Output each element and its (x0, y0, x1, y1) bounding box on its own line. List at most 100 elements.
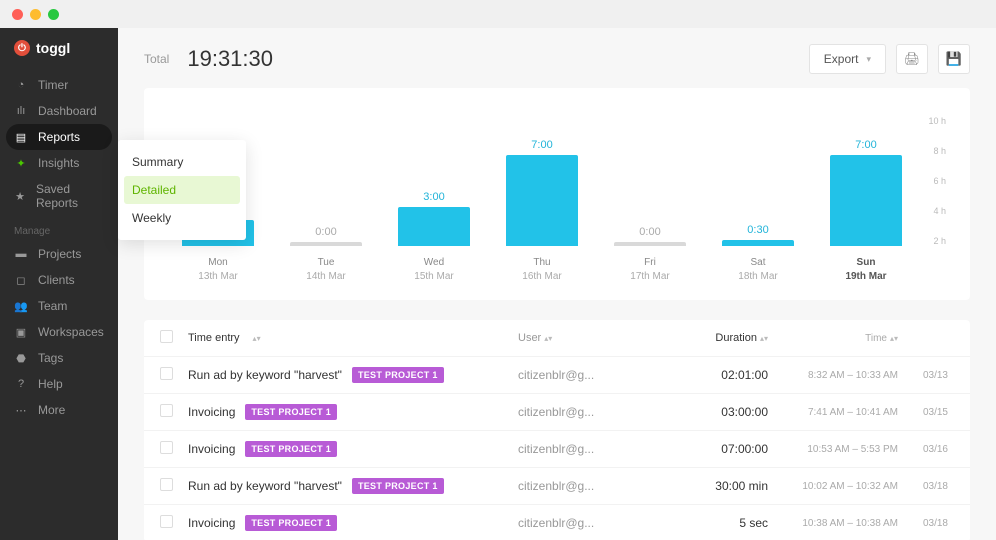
print-button[interactable]: 🖨 (896, 44, 928, 74)
bar-tue[interactable]: 0:00 (272, 116, 380, 246)
duration-cell: 30:00 min (648, 479, 768, 493)
sidebar-item-dashboard[interactable]: ılıDashboard (0, 98, 118, 124)
bar-wed[interactable]: 3:00 (380, 116, 488, 246)
x-axis-labels: Mon13th MarTue14th MarWed15th MarThu16th… (164, 256, 950, 284)
col-time[interactable]: Time▴▾ (768, 333, 898, 344)
submenu-item-detailed[interactable]: Detailed (124, 176, 240, 204)
minimize-dot[interactable] (30, 9, 41, 20)
row-checkbox[interactable] (160, 404, 173, 417)
sort-icon: ▴▾ (253, 334, 261, 343)
project-badge[interactable]: TEST PROJECT 1 (245, 515, 337, 531)
bar-rect (830, 155, 902, 246)
sidebar-item-label: Help (38, 377, 63, 391)
sidebar-item-team[interactable]: 👥 Team (0, 293, 118, 319)
sidebar-item-saved-reports[interactable]: ★Saved Reports (0, 176, 118, 216)
select-all-checkbox[interactable] (160, 330, 173, 343)
sidebar-item-timer[interactable]: ◔Timer (0, 72, 118, 98)
bar-sat[interactable]: 0:30 (704, 116, 812, 246)
col-duration[interactable]: Duration▴▾ (648, 332, 768, 344)
sidebar-item-projects[interactable]: ▬Projects (0, 241, 118, 267)
sidebar-item-label: Team (38, 299, 67, 313)
table-row[interactable]: InvoicingTEST PROJECT 1citizenblr@g...07… (144, 431, 970, 468)
date-cell: 03/18 (898, 481, 948, 492)
project-badge[interactable]: TEST PROJECT 1 (245, 404, 337, 420)
x-label-thu: Thu16th Mar (488, 256, 596, 284)
export-button[interactable]: Export ▾ (809, 44, 886, 74)
sidebar-item-label: Projects (38, 247, 81, 261)
sidebar-item-label: Insights (38, 156, 79, 170)
sidebar: ⏻ toggl ◔TimerılıDashboard▤Reports✦Insig… (0, 28, 118, 540)
row-checkbox[interactable] (160, 478, 173, 491)
row-checkbox[interactable] (160, 441, 173, 454)
submenu-item-summary[interactable]: Summary (118, 148, 246, 176)
maximize-dot[interactable] (48, 9, 59, 20)
sidebar-item-reports[interactable]: ▤Reports (6, 124, 112, 150)
brand-name: toggl (36, 40, 70, 56)
submenu-item-weekly[interactable]: Weekly (118, 204, 246, 232)
workspaces-icon: ▣ (14, 326, 28, 339)
bar-value-label: 7:00 (855, 139, 876, 151)
save-button[interactable]: 💾 (938, 44, 970, 74)
date-cell: 03/15 (898, 407, 948, 418)
sidebar-item-clients[interactable]: ◻Clients (0, 267, 118, 293)
bar-rect (290, 242, 362, 246)
x-label-sat: Sat18th Mar (704, 256, 812, 284)
x-label-mon: Mon13th Mar (164, 256, 272, 284)
table-row[interactable]: Run ad by keyword "harvest"TEST PROJECT … (144, 357, 970, 394)
col-user[interactable]: User▴▾ (518, 332, 648, 344)
sidebar-item-workspaces[interactable]: ▣Workspaces (0, 319, 118, 345)
bar-value-label: 3:00 (423, 191, 444, 203)
bar-container: 2:010:003:007:000:000:307:00 (164, 116, 950, 246)
sidebar-item-label: Clients (38, 273, 75, 287)
duration-cell: 03:00:00 (648, 405, 768, 419)
total-value: 19:31:30 (187, 46, 273, 72)
close-dot[interactable] (12, 9, 23, 20)
bar-thu[interactable]: 7:00 (488, 116, 596, 246)
entries-table: Time entry▴▾ User▴▾ Duration▴▾ Time▴▾ Ru… (144, 320, 970, 540)
user-cell: citizenblr@g... (518, 368, 648, 382)
sidebar-item-help[interactable]: ? Help (0, 371, 118, 397)
bar-rect (614, 242, 686, 246)
duration-cell: 07:00:00 (648, 442, 768, 456)
bar-fri[interactable]: 0:00 (596, 116, 704, 246)
print-icon: 🖨 (904, 51, 921, 67)
date-cell: 03/13 (898, 370, 948, 381)
sort-icon: ▴▾ (760, 334, 768, 343)
col-entry[interactable]: Time entry▴▾ (188, 332, 518, 344)
manage-section-label: Manage (0, 216, 118, 241)
entry-text: Invoicing (188, 516, 235, 530)
table-row[interactable]: Run ad by keyword "harvest" TEST PROJECT … (144, 468, 970, 505)
user-cell: citizenblr@g... (518, 516, 648, 530)
brand-logo[interactable]: ⏻ toggl (0, 40, 118, 72)
sidebar-item-label: Dashboard (38, 104, 97, 118)
table-header-row: Time entry▴▾ User▴▾ Duration▴▾ Time▴▾ (144, 320, 970, 357)
time-cell: 7:41 AM – 10:41 AM (768, 407, 898, 418)
project-badge[interactable]: TEST PROJECT 1 (352, 478, 444, 494)
project-badge[interactable]: TEST PROJECT 1 (352, 367, 444, 383)
saved-reports-icon: ★ (14, 190, 26, 203)
entry-text: Invoicing (188, 405, 235, 419)
bar-rect (506, 155, 578, 246)
entry-text: Run ad by keyword "harvest" (188, 479, 342, 493)
sidebar-item-tags[interactable]: ⬣Tags (0, 345, 118, 371)
date-cell: 03/18 (898, 518, 948, 529)
sidebar-item-more[interactable]: ⋯More (0, 397, 118, 423)
table-row[interactable]: InvoicingTEST PROJECT 1citizenblr@g...5 … (144, 505, 970, 540)
sidebar-item-label: Reports (38, 130, 80, 144)
project-badge[interactable]: TEST PROJECT 1 (245, 441, 337, 457)
row-checkbox[interactable] (160, 515, 173, 528)
team-icon: 👥 (14, 300, 28, 313)
duration-cell: 02:01:00 (648, 368, 768, 382)
row-checkbox[interactable] (160, 367, 173, 380)
sidebar-item-insights[interactable]: ✦Insights (0, 150, 118, 176)
total-label: Total (144, 52, 169, 66)
user-cell: citizenblr@g... (518, 479, 648, 493)
bar-rect (722, 240, 794, 247)
time-cell: 8:32 AM – 10:33 AM (768, 370, 898, 381)
tags-icon: ⬣ (14, 352, 28, 365)
x-label-wed: Wed15th Mar (380, 256, 488, 284)
bar-sun[interactable]: 7:00 (812, 116, 920, 246)
table-row[interactable]: InvoicingTEST PROJECT 1citizenblr@g...03… (144, 394, 970, 431)
sort-icon: ▴▾ (544, 334, 552, 343)
help-icon: ? (14, 378, 28, 390)
